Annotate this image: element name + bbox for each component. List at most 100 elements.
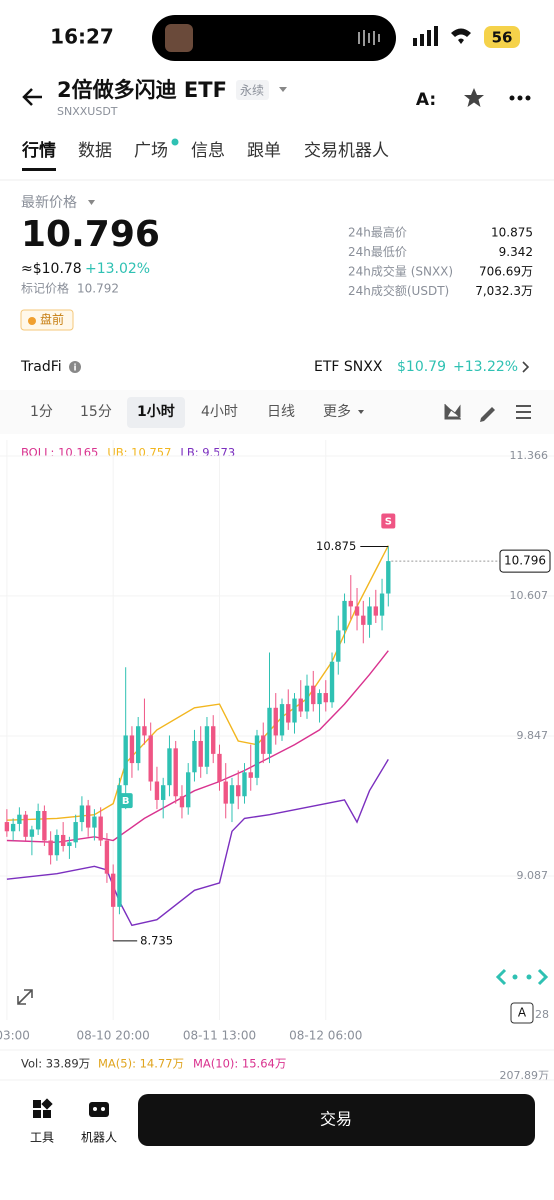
tab[interactable]: 数据 — [78, 141, 112, 161]
back-button[interactable] — [22, 88, 42, 106]
indicator-label: BOLL: 10.165 — [21, 446, 98, 460]
tools-label[interactable]: 工具 — [30, 1131, 54, 1145]
tab[interactable]: 交易机器人 — [304, 141, 389, 161]
trade-button[interactable] — [138, 1094, 535, 1146]
title: 2倍做多闪迪 ETF — [57, 78, 227, 102]
candle-body — [361, 615, 366, 625]
candle-body — [323, 693, 328, 703]
price-dropdown[interactable] — [88, 200, 95, 205]
symbol: SNXXUSDT — [57, 105, 118, 118]
candle-body — [17, 814, 22, 824]
trade-marker — [381, 513, 396, 529]
more-dropdown[interactable] — [358, 410, 364, 414]
tradfi-label: TradFi — [20, 359, 62, 375]
candle-body — [10, 823, 16, 832]
candle-body — [135, 726, 141, 764]
y-tick-label: 9.847 — [517, 729, 549, 742]
tab[interactable]: 广场 — [134, 141, 168, 161]
ma5-label: MA(5): 14.77万 — [98, 1057, 184, 1071]
volume-label: Vol: 33.89万 — [21, 1057, 90, 1071]
logo-icon — [495, 968, 549, 986]
tab[interactable]: 跟单 — [247, 141, 281, 161]
candle-body — [67, 842, 72, 847]
more-button[interactable] — [509, 95, 531, 101]
interval[interactable]: 更多 — [323, 403, 351, 420]
last-price: 10.796 — [21, 214, 160, 255]
candle-body — [161, 785, 166, 800]
y-tick-label: 9.087 — [517, 869, 549, 882]
tab[interactable]: 行情 — [21, 140, 56, 161]
indicator-label: UB: 10.757 — [107, 446, 171, 460]
candle-body — [286, 704, 291, 723]
x-tick-label: 08-12 06:00 — [289, 1029, 362, 1043]
candle-body — [154, 781, 160, 800]
tradfi-arrow[interactable] — [522, 361, 530, 373]
candle-body — [386, 561, 391, 594]
tab[interactable]: 信息 — [191, 141, 225, 161]
chart-type-icon[interactable] — [444, 404, 461, 420]
candle-body — [173, 748, 178, 797]
candle-body — [379, 593, 385, 616]
wifi-icon — [451, 28, 471, 44]
interval[interactable]: 1小时 — [137, 403, 175, 420]
candle-body — [92, 816, 97, 828]
candle-body — [354, 606, 360, 616]
y-tick-label: 11.366 — [510, 449, 549, 462]
stat-label: 24h最低价 — [348, 245, 407, 259]
candle-body — [98, 816, 103, 841]
candle-body — [342, 600, 347, 631]
interval[interactable]: 1分 — [30, 404, 53, 420]
indicator-label: LB: 9.573 — [180, 446, 235, 460]
candle-body — [267, 707, 272, 754]
candle-body — [236, 785, 241, 797]
interval-selected — [127, 397, 185, 428]
boll-line — [6, 650, 389, 844]
bot-eye — [93, 1107, 97, 1111]
star-button[interactable] — [464, 88, 484, 107]
high-label: 10.875 — [316, 539, 356, 553]
badge: 永续 — [240, 84, 264, 98]
info-icon[interactable] — [69, 361, 81, 373]
bot-label[interactable]: 机器人 — [81, 1131, 117, 1145]
stat-value: 706.69万 — [479, 265, 533, 279]
settings-icon[interactable] — [516, 405, 531, 419]
candle-body — [167, 748, 172, 786]
candle-body — [123, 735, 128, 786]
candle-body — [4, 822, 10, 832]
candle-body — [142, 726, 147, 736]
candle-body — [211, 726, 216, 754]
badge-bg — [236, 80, 269, 100]
bot-icon[interactable] — [89, 1102, 109, 1117]
candle-body — [85, 805, 91, 828]
last-price-box — [499, 549, 551, 573]
candle-body — [329, 661, 335, 703]
interval[interactable]: 15分 — [80, 404, 112, 420]
candle-body — [148, 735, 153, 782]
island-wave — [358, 30, 380, 46]
tools-icon[interactable] — [33, 1098, 53, 1118]
candle-body — [242, 772, 247, 797]
stat-label: 24h成交量 (SNXX) — [348, 264, 453, 279]
island-thumb — [165, 24, 193, 52]
corner-button[interactable] — [510, 1002, 534, 1024]
interval[interactable]: 日线 — [267, 404, 295, 420]
font-button[interactable]: A: — [416, 90, 436, 110]
stat-label: 24h最高价 — [348, 225, 407, 240]
candle-body — [42, 811, 47, 841]
candle-body — [311, 685, 316, 705]
interval[interactable]: 4小时 — [201, 404, 238, 420]
draw-icon[interactable] — [480, 407, 495, 422]
expand-icon[interactable] — [17, 989, 33, 1005]
candle-body — [186, 772, 191, 808]
candle-body — [217, 753, 222, 782]
candle-body — [35, 811, 41, 830]
candle-body — [79, 805, 85, 823]
bot-eye — [101, 1107, 105, 1111]
dropdown[interactable] — [279, 87, 287, 92]
candle-body — [261, 735, 266, 754]
candle-body — [248, 772, 253, 778]
sun-icon — [28, 317, 36, 325]
candle-body — [304, 685, 310, 712]
